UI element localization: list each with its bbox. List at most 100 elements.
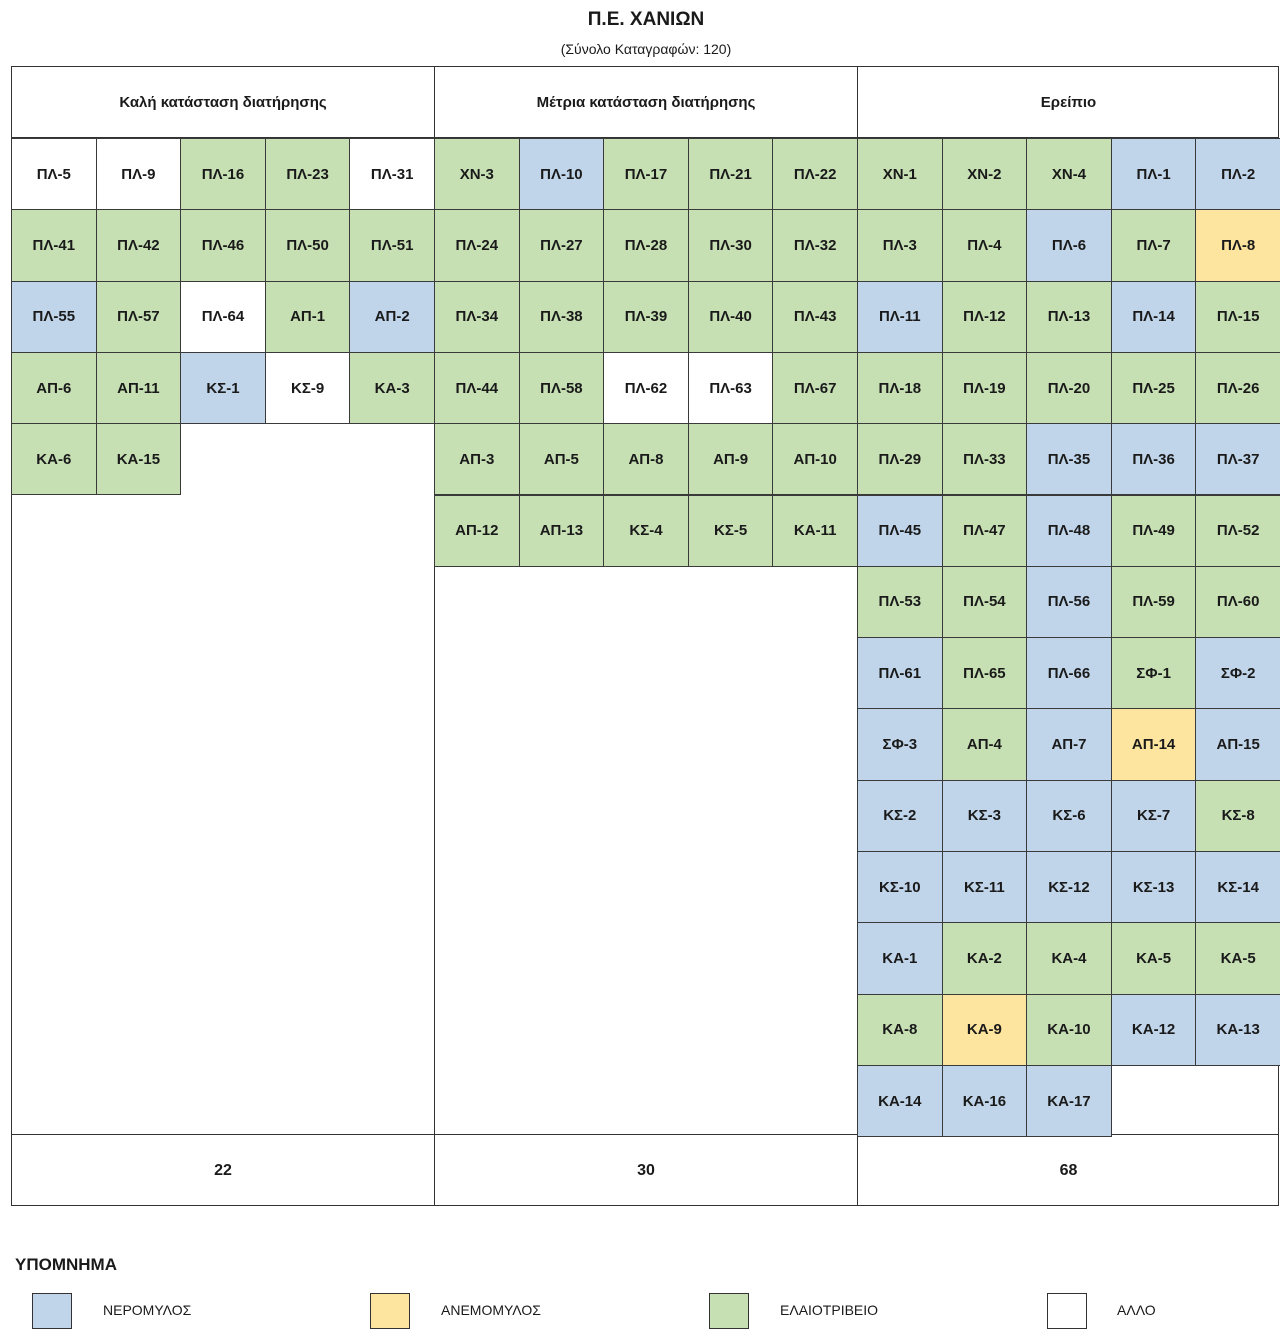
record-cell: ΠΛ-30 [687,209,774,282]
record-cell: ΧΝ-2 [941,138,1028,211]
record-cell: ΠΛ-17 [603,138,689,211]
record-cell: ΚΑ-15 [95,423,182,496]
record-cell: ΧΝ-4 [1026,138,1112,211]
record-cell: ΠΛ-27 [518,209,605,282]
record-cell: ΠΛ-67 [772,351,858,425]
record-cell: ΑΠ-1 [264,280,351,353]
record-cell: ΠΛ-50 [264,209,351,282]
record-cell: ΑΠ-3 [434,423,520,496]
record-cell: ΚΑ-2 [941,922,1028,995]
record-cell: ΠΛ-35 [1026,423,1112,496]
record-cell: ΚΑ-16 [941,1064,1028,1138]
record-cell: ΚΑ-9 [941,993,1028,1066]
record-cell: ΑΠ-2 [349,280,435,353]
record-cell: ΧΝ-1 [857,138,943,211]
record-cell: ΠΛ-29 [857,423,943,496]
record-cell: ΣΦ-2 [1195,637,1280,710]
record-cell: ΠΛ-36 [1110,423,1197,496]
record-cell: ΚΣ-7 [1110,779,1197,852]
record-cell: ΠΛ-53 [857,565,943,639]
chart-subtitle: (Σύνολο Καταγραφών: 120) [560,41,732,57]
record-cell: ΚΑ-8 [857,993,943,1066]
record-cell: ΠΛ-28 [603,209,689,282]
record-cell: ΠΛ-46 [180,209,266,282]
record-cell: ΚΑ-11 [772,494,858,567]
chart-title: Π.Ε. ΧΑΝΙΩΝ [587,9,705,30]
record-cell: ΚΣ-2 [857,779,943,852]
record-cell: ΚΑ-1 [857,922,943,995]
record-cell: ΑΠ-10 [772,423,858,496]
record-cell: ΠΛ-56 [1026,565,1112,639]
record-cell: ΑΠ-6 [11,351,97,425]
record-cell: ΣΦ-3 [857,708,943,781]
record-cell: ΠΛ-41 [11,209,97,282]
record-cell: ΠΛ-42 [95,209,182,282]
record-cell: ΠΛ-11 [857,280,943,353]
record-cell: ΠΛ-6 [1026,209,1112,282]
legend-swatch-other [1047,1293,1087,1329]
legend-label-other: ΑΛΛΟ [1117,1302,1156,1318]
record-cell: ΚΣ-13 [1110,851,1197,924]
record-cell: ΠΛ-62 [603,351,689,425]
record-cell: ΠΛ-45 [857,494,943,567]
record-cell: ΠΛ-40 [687,280,774,353]
record-cell: ΠΛ-65 [941,637,1028,710]
record-cell: ΑΠ-9 [687,423,774,496]
record-cell: ΠΛ-22 [772,138,858,211]
record-cell: ΠΛ-52 [1195,494,1280,567]
record-cell: ΠΛ-57 [95,280,182,353]
record-cell: ΠΛ-66 [1026,637,1112,710]
record-cell: ΠΛ-23 [264,138,351,211]
record-cell: ΠΛ-19 [941,351,1028,425]
record-cell: ΑΠ-15 [1195,708,1280,781]
record-cell: ΠΛ-43 [772,280,858,353]
record-cell: ΠΛ-55 [11,280,97,353]
record-cell: ΠΛ-13 [1026,280,1112,353]
record-cell: ΠΛ-26 [1195,351,1280,425]
record-cell: ΠΛ-21 [687,138,774,211]
legend-swatch-watermill [32,1293,72,1329]
record-cell: ΚΣ-11 [941,851,1028,924]
total-good: 22 [214,1161,232,1179]
record-cell: ΠΛ-4 [941,209,1028,282]
record-cell: ΚΑ-6 [11,423,97,496]
record-cell: ΚΣ-5 [687,494,774,567]
record-cell: ΠΛ-60 [1195,565,1280,639]
record-cell: ΑΠ-7 [1026,708,1112,781]
record-cell: ΠΛ-44 [434,351,520,425]
totals-divider [11,1134,1279,1135]
record-cell: ΚΑ-5 [1110,922,1197,995]
record-cell: ΑΠ-4 [941,708,1028,781]
record-cell: ΠΛ-16 [180,138,266,211]
legend-label-olive-press: ΕΛΑΙΟΤΡΙΒΕΙΟ [780,1302,879,1318]
record-cell: ΠΛ-31 [349,138,435,211]
record-cell: ΠΛ-63 [687,351,774,425]
record-cell: ΚΑ-17 [1026,1064,1112,1138]
header-divider [11,137,1279,138]
record-cell: ΠΛ-14 [1110,280,1197,353]
record-cell: ΠΛ-54 [941,565,1028,639]
record-cell: ΠΛ-39 [603,280,689,353]
record-cell: ΠΛ-32 [772,209,858,282]
record-cell: ΠΛ-58 [518,351,605,425]
record-cell: ΚΣ-12 [1026,851,1112,924]
record-cell: ΠΛ-48 [1026,494,1112,567]
record-cell: ΑΠ-5 [518,423,605,496]
record-cell: ΠΛ-5 [11,138,97,211]
record-cell: ΑΠ-14 [1110,708,1197,781]
record-cell: ΠΛ-8 [1195,209,1280,282]
legend-label-watermill: ΝΕΡΟΜΥΛΟΣ [103,1302,192,1318]
record-cell: ΠΛ-12 [941,280,1028,353]
record-cell: ΠΛ-51 [349,209,435,282]
record-cell: ΠΛ-34 [434,280,520,353]
column-heading-moderate: Μέτρια κατάσταση διατήρησης [536,93,756,111]
record-cell: ΠΛ-10 [518,138,605,211]
record-cell: ΚΣ-6 [1026,779,1112,852]
column-divider [434,66,435,1206]
record-cell: ΚΣ-9 [264,351,351,425]
record-cell: ΚΣ-1 [180,351,266,425]
legend-swatch-windmill [370,1293,410,1329]
record-cell: ΠΛ-64 [180,280,266,353]
record-cell: ΚΑ-14 [857,1064,943,1138]
record-cell: ΠΛ-20 [1026,351,1112,425]
